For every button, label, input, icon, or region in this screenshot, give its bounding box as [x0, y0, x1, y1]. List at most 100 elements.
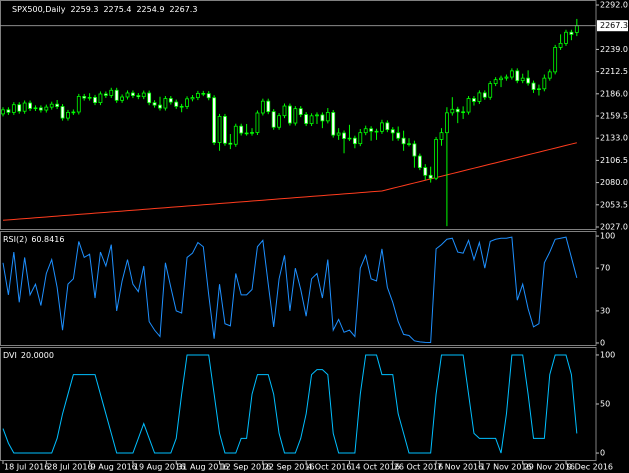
x-tick-label: 18 Jul 2016 — [4, 463, 49, 472]
candle-body — [266, 100, 271, 113]
candle-body — [423, 167, 428, 176]
candle-body — [255, 112, 260, 133]
candle-body — [352, 137, 357, 145]
candle-body — [87, 97, 92, 99]
candle-body — [206, 93, 211, 99]
y-tick-label: 2027.0 — [600, 222, 628, 231]
candle-body — [71, 111, 76, 114]
candle-body — [363, 128, 368, 134]
candle-body — [260, 100, 265, 114]
candle-body — [217, 116, 222, 143]
candle-body — [455, 108, 460, 113]
x-tick-label: 14 Oct 2016 — [350, 463, 399, 472]
candle-body — [60, 106, 65, 119]
candle-body — [28, 102, 32, 109]
candle-body — [293, 108, 298, 124]
candle-body — [477, 92, 482, 102]
x-tick-label: 9 Aug 2016 — [91, 463, 137, 472]
candle-body — [55, 103, 60, 107]
candle-body — [158, 104, 162, 109]
candle-body — [93, 97, 97, 104]
candle-body — [120, 96, 124, 101]
candle-body — [6, 109, 11, 113]
last-price-box — [597, 20, 628, 32]
candle-body — [493, 79, 498, 84]
candle-body — [531, 82, 536, 90]
y-tick-label: 2239.0 — [600, 45, 628, 54]
x-tick-label: 28 Jul 2016 — [47, 463, 92, 472]
candle-body — [136, 95, 141, 98]
y-tick-label: 0 — [600, 449, 605, 458]
x-tick-label: 22 Sep 2016 — [264, 463, 315, 472]
candle-body — [49, 103, 54, 108]
candle-body — [190, 97, 195, 100]
y-tick-label: 0 — [600, 338, 605, 347]
candle-body — [466, 98, 471, 113]
ohlc-high: 2275.4 — [103, 5, 131, 14]
candle-body — [185, 98, 189, 107]
panel-border — [0, 0, 597, 230]
candle-body — [542, 77, 547, 90]
y-tick-label: 2106.5 — [600, 156, 628, 165]
candle-body — [347, 137, 352, 140]
candle-body — [547, 71, 552, 79]
candle-body — [22, 102, 27, 112]
candle-body — [309, 115, 314, 124]
candle-body — [125, 92, 130, 98]
candle-body — [574, 25, 579, 33]
moving-average — [2, 142, 577, 221]
candle-body — [537, 88, 541, 90]
candle-body — [147, 92, 152, 104]
y-tick-label: 100 — [600, 350, 615, 359]
candle-body — [569, 31, 574, 35]
candle-body — [141, 92, 146, 98]
y-tick-label: 2080.0 — [600, 178, 628, 187]
x-tick-label: 29 Nov 2016 — [524, 463, 575, 472]
candle-body — [131, 92, 135, 96]
candle-body — [504, 76, 509, 79]
candle-body — [417, 155, 422, 169]
candle-body — [304, 114, 309, 124]
candle-body — [76, 96, 81, 113]
x-tick-label: 7 Nov 2016 — [437, 463, 483, 472]
candle-body — [515, 70, 520, 82]
candle-body — [239, 125, 244, 134]
chart-header: SPX500,Daily 2259.3 2275.4 2254.9 2267.3 — [12, 5, 197, 14]
indicator-header: RSI(2) 60.8416 — [3, 235, 64, 244]
candle-body — [428, 174, 433, 179]
ohlc-open: 2259.3 — [70, 5, 98, 14]
candle-body — [390, 129, 395, 134]
ohlc-close: 2267.3 — [169, 5, 197, 14]
symbol-title: SPX500,Daily — [12, 5, 66, 14]
candle-body — [168, 98, 173, 103]
candle-body — [488, 83, 493, 98]
candle-body — [553, 47, 558, 73]
candle-body — [520, 77, 525, 82]
candle-body — [401, 137, 406, 145]
candle-body — [331, 112, 336, 136]
candle-body — [450, 108, 455, 114]
x-tick-label: 12 Sep 2016 — [221, 463, 272, 472]
candle-body — [250, 132, 254, 134]
ohlc-low: 2254.9 — [136, 5, 164, 14]
candle-body — [152, 102, 157, 106]
indicator-title: RSI(2) — [3, 235, 27, 244]
x-tick-label: 19 Aug 2016 — [134, 463, 185, 472]
candle-body — [380, 122, 384, 132]
candle-body — [17, 104, 22, 112]
candle-body — [564, 31, 568, 44]
candle-body — [509, 70, 514, 78]
y-tick-label: 2186.0 — [600, 89, 628, 98]
candle-body — [44, 106, 49, 111]
candle-body — [342, 132, 346, 139]
candle-body — [1, 109, 5, 115]
candle-body — [358, 132, 363, 145]
candle-body — [434, 139, 438, 179]
indicator-line — [2, 354, 578, 454]
last-price-label: 2267.3 — [600, 21, 628, 30]
x-tick-label: 17 Nov 2016 — [480, 463, 531, 472]
x-tick-label: 4 Oct 2016 — [307, 463, 351, 472]
candle-body — [233, 125, 238, 145]
candle-body — [336, 132, 341, 136]
